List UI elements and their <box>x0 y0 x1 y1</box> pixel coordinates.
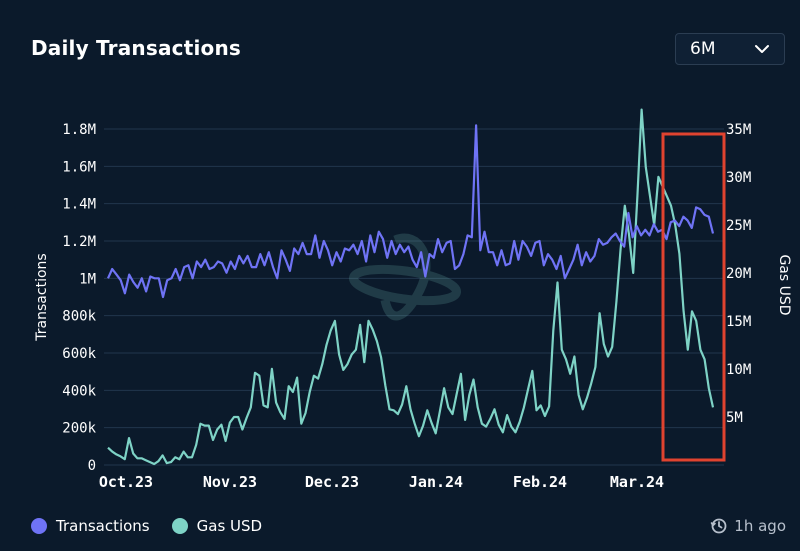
x-tick-label: Jan.24 <box>409 473 463 491</box>
watermark-logo-icon <box>348 233 462 321</box>
y-left-tick-label: 1M <box>79 271 96 287</box>
y-left-tick-label: 1.2M <box>62 234 96 250</box>
legend-item-gas-usd[interactable]: Gas USD <box>171 517 263 535</box>
y-left-tick-label: 600k <box>62 346 96 362</box>
legend-item-transactions[interactable]: Transactions <box>31 517 150 535</box>
y-axis-left: 0 200k 400k 600k 800k 1M 1.2M 1.4M 1.6M 1.8M <box>62 122 96 474</box>
x-axis: Oct.23 Nov.23 Dec.23 Jan.24 Feb.24 Mar.24 <box>99 473 664 491</box>
legend-label-transactions: Transactions <box>56 517 150 535</box>
clock-refresh-icon <box>710 518 727 534</box>
grid-lines <box>104 128 724 466</box>
y-left-tick-label: 1.4M <box>62 197 96 213</box>
chevron-down-icon <box>755 45 769 53</box>
y-left-tick-label: 0 <box>88 458 96 474</box>
highlight-box <box>661 132 726 462</box>
series-line-gas-usd <box>107 108 715 466</box>
y-left-tick-label: 1.6M <box>62 159 96 175</box>
y-right-tick-label: 20M <box>726 266 751 282</box>
y-axis-left-title: Transactions <box>34 253 50 341</box>
y-right-tick-label: 5M <box>726 410 743 426</box>
y-left-tick-label: 200k <box>62 421 96 437</box>
y-right-tick-label: 15M <box>726 314 751 330</box>
y-right-tick-label: 25M <box>726 218 751 234</box>
x-tick-label: Oct.23 <box>99 473 153 491</box>
last-updated: 1h ago <box>710 517 786 535</box>
y-right-tick-label: 10M <box>726 362 751 378</box>
legend: Transactions Gas USD <box>31 517 262 535</box>
x-tick-label: Mar.24 <box>610 473 664 491</box>
y-right-tick-label: 30M <box>726 170 751 186</box>
time-range-value: 6M <box>690 39 716 59</box>
last-updated-text: 1h ago <box>734 517 786 535</box>
x-tick-label: Feb.24 <box>513 473 567 491</box>
transactions-swatch-icon <box>31 518 47 534</box>
x-tick-label: Nov.23 <box>203 473 257 491</box>
y-left-tick-label: 400k <box>62 383 96 399</box>
series-line-transactions <box>106 124 715 299</box>
y-left-tick-label: 800k <box>62 309 96 325</box>
y-axis-right-title: Gas USD <box>776 254 792 315</box>
time-range-select[interactable]: 6M <box>675 33 785 65</box>
y-left-tick-label: 1.8M <box>62 122 96 138</box>
page-title: Daily Transactions <box>31 36 242 60</box>
y-right-tick-label: 35M <box>726 122 751 138</box>
y-axis-right: 5M 10M 15M 20M 25M 30M 35M <box>726 122 751 426</box>
x-tick-label: Dec.23 <box>305 473 359 491</box>
legend-label-gas-usd: Gas USD <box>196 517 263 535</box>
gas-usd-swatch-icon <box>171 518 188 534</box>
